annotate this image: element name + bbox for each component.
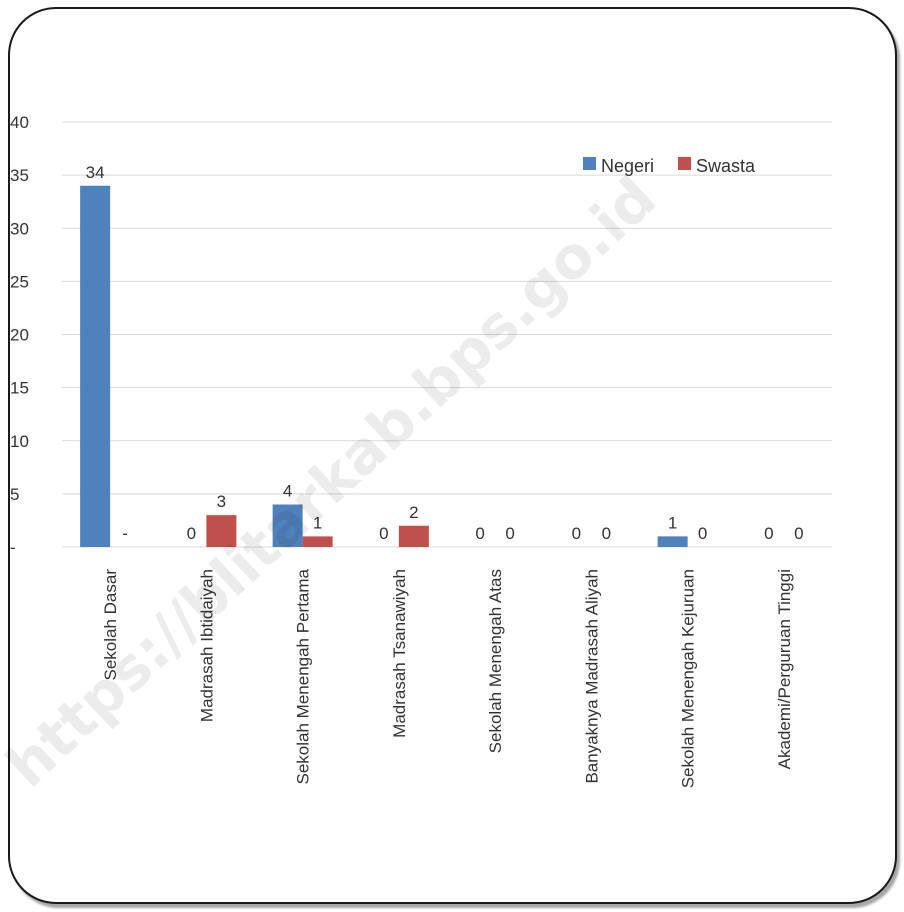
y-tick-label: 40 <box>10 113 29 132</box>
legend-label-negeri: Negeri <box>601 156 654 176</box>
bar-negeri <box>657 536 688 547</box>
data-label-swasta: 1 <box>313 513 322 532</box>
category-label: Sekolah Menengah Kejuruan <box>679 569 698 788</box>
category-labels: Sekolah Dasar Madrasah Ibtidaiyah Sekolah … <box>101 568 794 788</box>
y-tick-label: 20 <box>10 326 29 345</box>
bar-negeri <box>80 185 111 547</box>
data-label-swasta: 0 <box>794 524 803 543</box>
category-label: Sekolah Dasar <box>101 569 120 681</box>
category-label: Madrasah Ibtidaiyah <box>197 569 216 722</box>
y-tick-label: 15 <box>10 379 29 398</box>
data-label-swasta: 0 <box>698 524 707 543</box>
gridlines <box>62 121 832 548</box>
data-label-negeri: 34 <box>86 163 105 182</box>
category-label: Banyaknya Madrasah Aliyah <box>582 569 601 784</box>
data-label-negeri: 0 <box>187 524 196 543</box>
data-label-negeri: 4 <box>283 482 292 501</box>
legend: Negeri Swasta <box>583 156 756 176</box>
legend-swatch-negeri <box>583 157 596 170</box>
y-tick-label: 30 <box>10 219 29 238</box>
data-label-negeri: 1 <box>668 513 677 532</box>
category-label: Sekolah Menengah Pertama <box>294 568 313 784</box>
data-label-swasta: 0 <box>602 524 611 543</box>
bar-negeri <box>272 504 303 547</box>
chart-frame <box>8 7 897 904</box>
bar-swasta <box>206 515 237 547</box>
category-label: Madrasah Tsanawiyah <box>390 569 409 738</box>
bar-swasta <box>302 536 333 547</box>
data-label-swasta: 2 <box>409 503 418 522</box>
data-label-negeri: 0 <box>764 524 773 543</box>
data-label-swasta: 3 <box>217 492 226 511</box>
category-label: Akademi/Perguruan Tinggi <box>775 569 794 769</box>
data-label-negeri: 0 <box>475 524 484 543</box>
y-tick-label: 25 <box>10 272 29 291</box>
data-label-swasta: - <box>122 524 128 543</box>
y-tick-label: 35 <box>10 166 29 185</box>
legend-label-swasta: Swasta <box>696 156 756 176</box>
y-tick-label: - <box>10 538 16 557</box>
legend-swatch-swasta <box>678 157 691 170</box>
bar-swasta <box>398 525 429 547</box>
bars <box>80 185 688 547</box>
y-tick-label: 10 <box>10 432 29 451</box>
data-label-swasta: 0 <box>505 524 514 543</box>
data-label-negeri: 0 <box>379 524 388 543</box>
category-label: Sekolah Menengah Atas <box>486 569 505 753</box>
data-label-negeri: 0 <box>572 524 581 543</box>
y-axis-ticks: - 5 10 15 20 25 30 35 40 <box>10 113 29 557</box>
y-tick-label: 5 <box>10 485 19 504</box>
